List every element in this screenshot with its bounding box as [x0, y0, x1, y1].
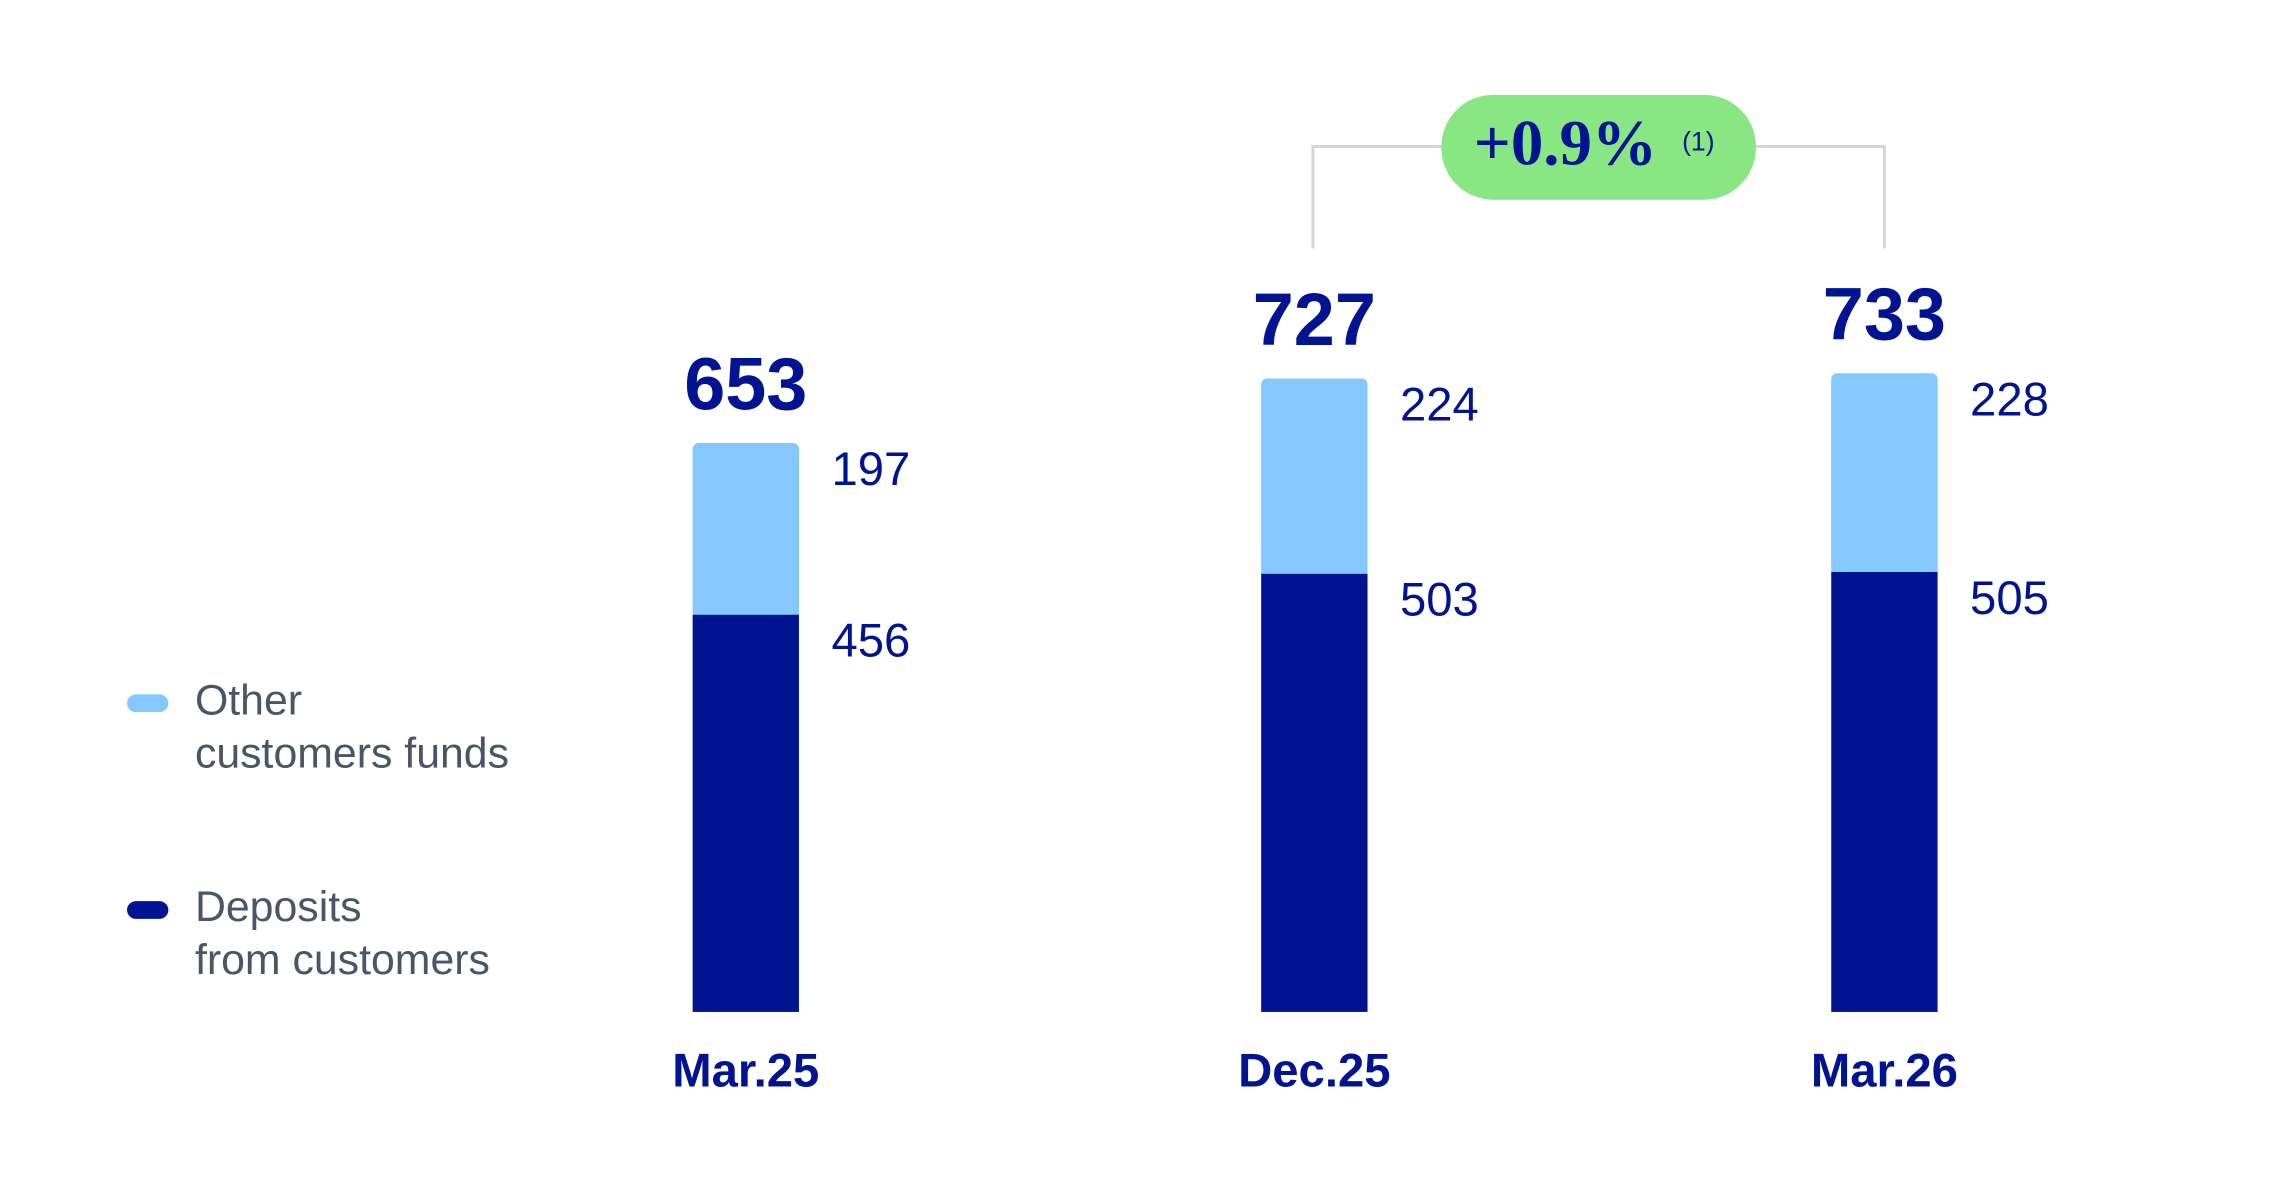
bar-segment	[1261, 573, 1368, 1012]
x-tick-label: Mar.26	[1811, 1044, 1958, 1097]
legend-label: Deposits from customers	[195, 883, 490, 984]
value-label: 197	[831, 443, 910, 496]
bar-segment	[692, 614, 799, 1012]
total-label: 727	[1253, 278, 1376, 361]
total-label: 733	[1823, 273, 1946, 356]
legend-label: Other customers funds	[195, 677, 509, 778]
value-label: 228	[1970, 373, 2049, 426]
bar-segment-fill	[1831, 382, 1938, 572]
value-label: 224	[1400, 379, 1479, 432]
annotation-text: +0.9%	[1474, 107, 1657, 179]
value-label: 503	[1400, 574, 1479, 627]
value-label: 456	[831, 615, 910, 668]
total-label: 653	[684, 342, 807, 425]
bar-segment	[1831, 571, 1938, 1012]
annotation-pill	[1441, 94, 1756, 200]
legend-marker	[127, 901, 169, 919]
x-tick-label: Dec.25	[1238, 1044, 1390, 1097]
annotation-note: (1)	[1682, 127, 1714, 157]
bar-segment-fill	[1261, 387, 1368, 574]
bar-segment-fill	[692, 451, 799, 615]
value-label: 505	[1970, 572, 2049, 625]
x-tick-label: Mar.25	[672, 1044, 819, 1097]
legend-marker	[127, 694, 169, 713]
